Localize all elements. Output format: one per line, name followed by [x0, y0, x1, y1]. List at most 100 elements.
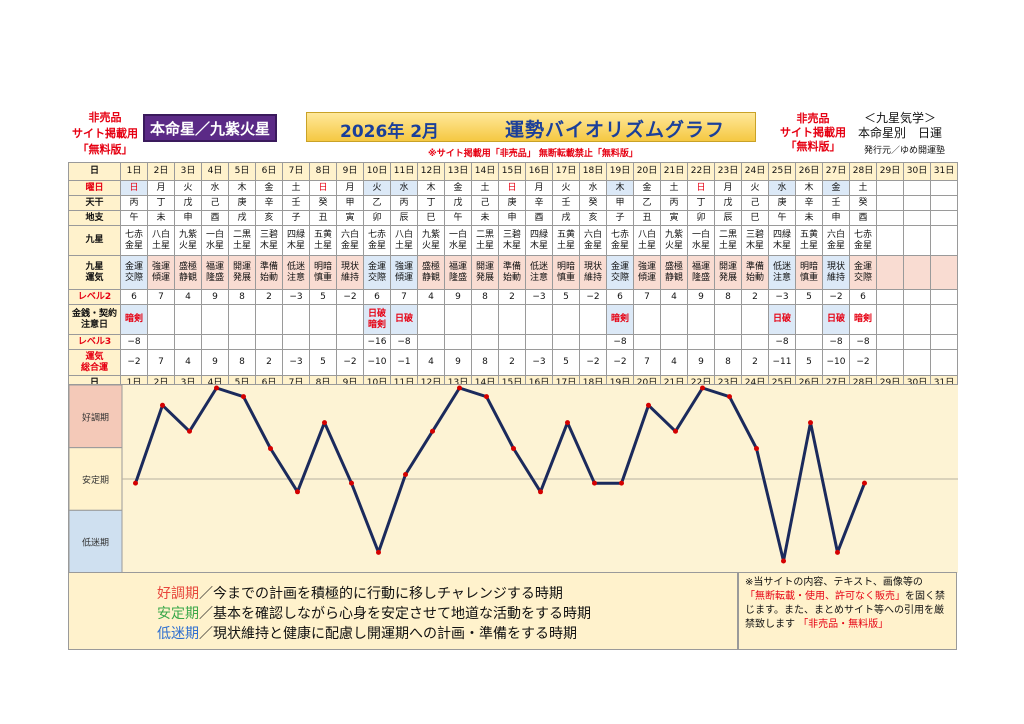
cell-line: 六白 — [826, 229, 845, 240]
table-cell — [903, 349, 931, 376]
table-cell: 30日 — [903, 162, 931, 181]
cell-line: 隆盛 — [205, 272, 224, 283]
legend-term: 好調期 — [157, 586, 199, 602]
table-cell: 10日 — [363, 162, 391, 181]
table-cell: 月 — [336, 180, 364, 196]
table-cell — [876, 225, 904, 256]
cell-line: 静観 — [421, 272, 440, 283]
cell-line: 金運 — [853, 261, 872, 272]
table-cell: 31日 — [930, 162, 958, 181]
table-cell: 癸 — [309, 195, 337, 211]
table-cell: 4 — [174, 349, 202, 376]
table-cell: 酉 — [525, 210, 553, 226]
table-cell: 暗剣 — [849, 304, 877, 335]
cell-line: 七赤 — [610, 229, 629, 240]
table-cell: 8 — [471, 289, 499, 305]
table-cell — [876, 255, 904, 290]
data-point — [349, 480, 354, 486]
table-cell: 日破 — [390, 304, 418, 335]
data-point — [754, 446, 759, 452]
table-cell — [444, 334, 472, 350]
cell-line: 日破 — [826, 314, 845, 324]
table-cell: 三碧 木星 — [741, 225, 769, 256]
table-cell — [930, 225, 958, 256]
data-point — [781, 558, 786, 564]
table-cell: 己 — [201, 195, 229, 211]
table-cell: 福運 隆盛 — [201, 255, 229, 290]
cell-line: 始動 — [502, 272, 521, 283]
table-cell — [930, 289, 958, 305]
cell-line: 発展 — [475, 272, 494, 283]
table-cell: 六白 金星 — [579, 225, 607, 256]
table-cell — [876, 349, 904, 376]
kyusei-line: 本命星別 日運 — [858, 126, 943, 140]
cell-line: 傾運 — [394, 272, 413, 283]
table-cell: 11日 — [390, 162, 418, 181]
cell-line: 発展 — [232, 272, 251, 283]
table-cell: 申 — [822, 210, 850, 226]
cell-line: 土星 — [637, 240, 656, 251]
table-cell — [255, 304, 283, 335]
table-cell: 8 — [714, 289, 742, 305]
table-cell — [903, 255, 931, 290]
table-cell: 丙 — [390, 195, 418, 211]
table-cell: 準備 始動 — [255, 255, 283, 290]
table-cell: 強運 傾運 — [633, 255, 661, 290]
table-cell: 9 — [687, 349, 715, 376]
table-cell: 金運 交際 — [849, 255, 877, 290]
table-cell: 酉 — [201, 210, 229, 226]
biorhythm-chart: 好調期 安定期 低迷期 — [68, 384, 958, 574]
cell-line: 強運 — [637, 261, 656, 272]
table-cell: 2日 — [147, 162, 175, 181]
row-label: 天干 — [68, 195, 121, 211]
legend-item: 低迷期／現状維持と健康に配慮し開運期への計画・準備をする時期 — [157, 623, 577, 643]
cell-line: 開運 — [475, 261, 494, 272]
table-cell: 癸 — [579, 195, 607, 211]
cell-line: 土星 — [313, 240, 332, 251]
row-level2: レベル2 6 7 4 9 8 2 −3 5 −2 6 7 4 9 8 2 −3 5 −2 6 7 4 9 8 2 −3 5 −2 6 — [68, 289, 958, 305]
table-cell: 開運 発展 — [714, 255, 742, 290]
table-cell: 午 — [768, 210, 796, 226]
table-cell: 乙 — [363, 195, 391, 211]
table-cell: 福運 隆盛 — [444, 255, 472, 290]
cell-line: 準備 — [259, 261, 278, 272]
cell-line: 暗剣 — [610, 314, 629, 324]
row-label: 日 — [68, 162, 121, 181]
table-cell: −2 — [336, 349, 364, 376]
kyusei-line: ＜九星気学＞ — [864, 111, 937, 125]
table-cell — [876, 195, 904, 211]
honmei-badge: 本命星／九紫火星 — [143, 114, 277, 142]
cell-line: 火星 — [664, 240, 683, 251]
legend-text: ／基本を確認しながら心身を安定させて地道な活動をする時期 — [199, 606, 591, 622]
row-label: 金銭・契約 注意日 — [68, 304, 121, 335]
cell-line: 静観 — [178, 272, 197, 283]
page-title: 運勢バイオリズムグラフ — [505, 119, 726, 141]
data-point — [322, 420, 327, 426]
table-cell: 6日 — [255, 162, 283, 181]
table-cell: 一白 水星 — [687, 225, 715, 256]
cell-line: 土星 — [556, 240, 575, 251]
cell-line: 明暗 — [313, 261, 332, 272]
table-cell: 6 — [849, 289, 877, 305]
data-point — [862, 480, 867, 486]
cell-line: 木星 — [772, 240, 791, 251]
row-label-line: 総合運 — [80, 362, 108, 373]
table-cell: −2 — [336, 289, 364, 305]
data-point — [592, 480, 597, 486]
table-cell: 卯 — [363, 210, 391, 226]
table-cell: 子 — [282, 210, 310, 226]
row-label-line: 日 — [89, 166, 99, 176]
table-cell: 寅 — [660, 210, 688, 226]
table-cell: 二黒 土星 — [471, 225, 499, 256]
row-label-line: 天干 — [85, 197, 104, 208]
cell-line: 火星 — [421, 240, 440, 251]
cell-line: 火星 — [178, 240, 197, 251]
table-cell — [741, 304, 769, 335]
cell-line: 傾運 — [151, 272, 170, 283]
table-cell: 5 — [309, 289, 337, 305]
table-cell: −3 — [525, 289, 553, 305]
legend-box: 好調期／今までの計画を積極的に行動に移しチャレンジする時期 安定期／基本を確認し… — [68, 572, 738, 650]
table-cell: 二黒 土星 — [228, 225, 256, 256]
table-cell: 17日 — [552, 162, 580, 181]
table-cell: −2 — [579, 289, 607, 305]
